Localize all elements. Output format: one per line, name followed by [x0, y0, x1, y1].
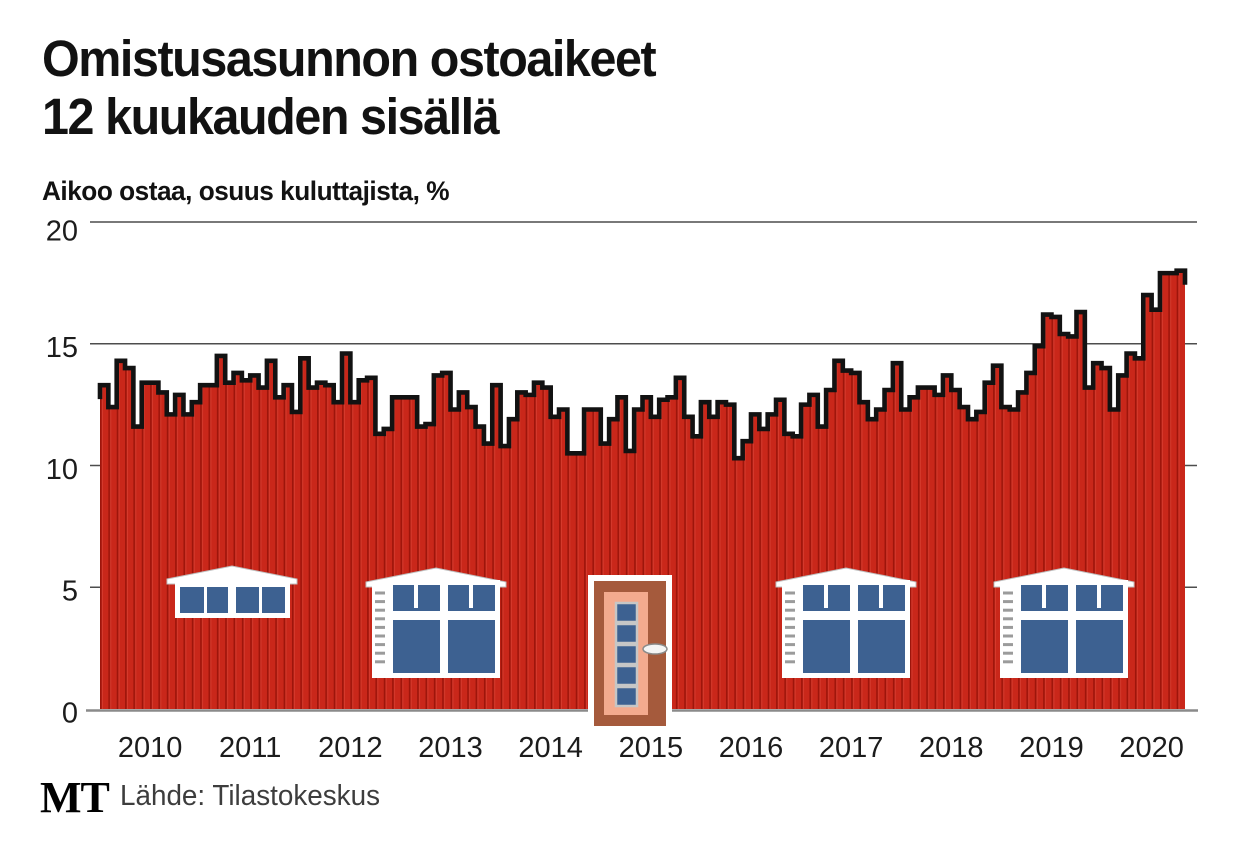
x-year-label: 2020 [1119, 732, 1184, 764]
y-tick-label: 20 [46, 215, 78, 247]
x-year-label: 2014 [518, 732, 583, 764]
door-window-pane [614, 622, 639, 645]
x-year-label: 2013 [418, 732, 483, 764]
house-wall-area [100, 270, 1185, 709]
footer: MT Lähde: Tilastokeskus [40, 772, 640, 822]
x-year-label: 2011 [219, 732, 281, 764]
area-step-outline [97, 268, 1188, 461]
door-handle-icon [642, 643, 668, 655]
window-ladder-trim [372, 584, 388, 678]
y-tick-label: 5 [62, 576, 78, 608]
chart-subtitle: Aikoo ostaa, osuus kuluttajista, % [42, 176, 450, 206]
y-tick-label: 15 [46, 332, 78, 364]
x-year-label: 2016 [719, 732, 784, 764]
page-title: Omistusasunnon ostoaikeet 12 kuukauden s… [42, 30, 657, 146]
door-window-pane [614, 601, 639, 624]
title-line-2: 12 kuukauden sisällä [42, 88, 500, 145]
window-ladder-trim [1000, 584, 1016, 678]
y-tick-label: 0 [62, 697, 78, 729]
window-ladder-trim [782, 584, 798, 678]
door-window-pane [614, 664, 639, 687]
y-tick-label: 10 [46, 454, 78, 486]
source-text: Lähde: Tilastokeskus [120, 780, 380, 812]
title-line-1: Omistusasunnon ostoaikeet [42, 30, 657, 87]
door-window-pane [614, 685, 639, 708]
x-year-label: 2017 [819, 732, 884, 764]
x-year-label: 2010 [118, 732, 183, 764]
mt-logo: MT [40, 773, 110, 822]
x-year-label: 2018 [919, 732, 984, 764]
door-window-pane [614, 643, 639, 666]
window-roof-icon [166, 565, 298, 585]
x-year-label: 2015 [619, 732, 684, 764]
x-year-label: 2012 [318, 732, 383, 764]
x-year-label: 2019 [1019, 732, 1084, 764]
